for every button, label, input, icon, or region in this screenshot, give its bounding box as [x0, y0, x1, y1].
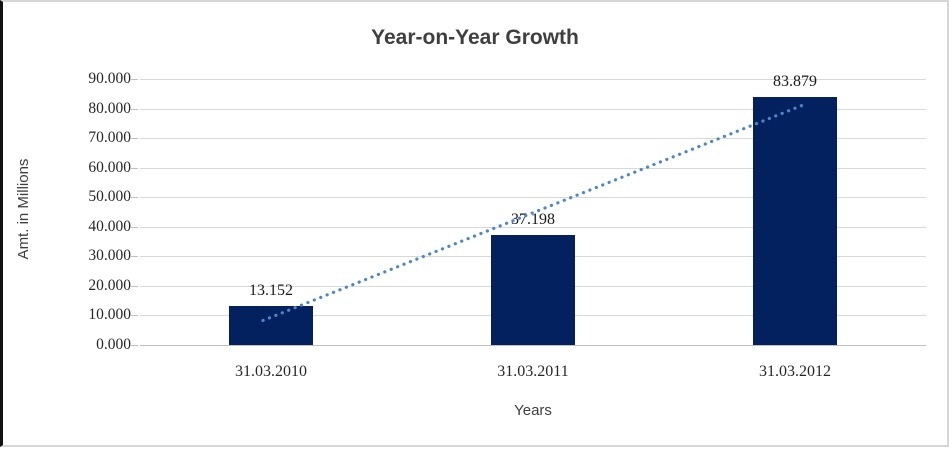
y-tick-label: 40.000 — [88, 217, 131, 235]
bar — [491, 235, 575, 345]
y-tick-label: 10.000 — [88, 306, 131, 324]
x-category-label: 31.03.2012 — [759, 363, 831, 380]
gridline — [140, 197, 926, 199]
y-tick-mark — [131, 256, 138, 258]
y-tick-mark — [131, 197, 138, 199]
bar-data-label: 83.879 — [773, 73, 817, 91]
y-tick-label: 90.000 — [88, 70, 131, 87]
trendline — [261, 103, 805, 323]
y-tick-mark — [131, 79, 138, 80]
bar-data-label: 13.152 — [249, 282, 293, 300]
y-tick-mark — [131, 315, 138, 317]
bar — [229, 306, 313, 345]
x-category-label: 31.03.2011 — [497, 363, 569, 380]
gridline — [140, 226, 926, 228]
gridline — [140, 138, 926, 140]
y-tick-label: 60.000 — [88, 158, 131, 176]
bar — [753, 97, 837, 345]
y-tick-mark — [131, 285, 138, 287]
y-axis-title: Amt. in Millions — [15, 158, 32, 260]
y-tick-mark — [131, 167, 138, 169]
plot-area: 0.000 10.000 20.000 30.000 40.000 50.000 60.00… — [88, 70, 926, 380]
y-tick-label: 0.000 — [96, 336, 131, 353]
y-tick-mark — [131, 138, 138, 140]
chart-title: Year-on-Year Growth — [371, 26, 579, 49]
y-tick-label: 20.000 — [88, 276, 131, 294]
y-tick-label: 50.000 — [88, 188, 131, 206]
x-axis-title: Years — [514, 402, 552, 419]
y-tick-mark — [131, 345, 138, 346]
x-axis-line — [140, 345, 926, 346]
gridline — [140, 79, 926, 80]
bar-data-label: 37.198 — [511, 211, 555, 229]
y-tick-label: 70.000 — [88, 129, 131, 147]
y-tick-mark — [131, 108, 138, 110]
gridline — [140, 167, 926, 169]
y-tick-label: 30.000 — [88, 247, 131, 265]
gridline — [140, 108, 926, 110]
y-tick-mark — [131, 226, 138, 228]
x-category-label: 31.03.2010 — [235, 363, 307, 380]
y-tick-label: 80.000 — [88, 99, 131, 117]
